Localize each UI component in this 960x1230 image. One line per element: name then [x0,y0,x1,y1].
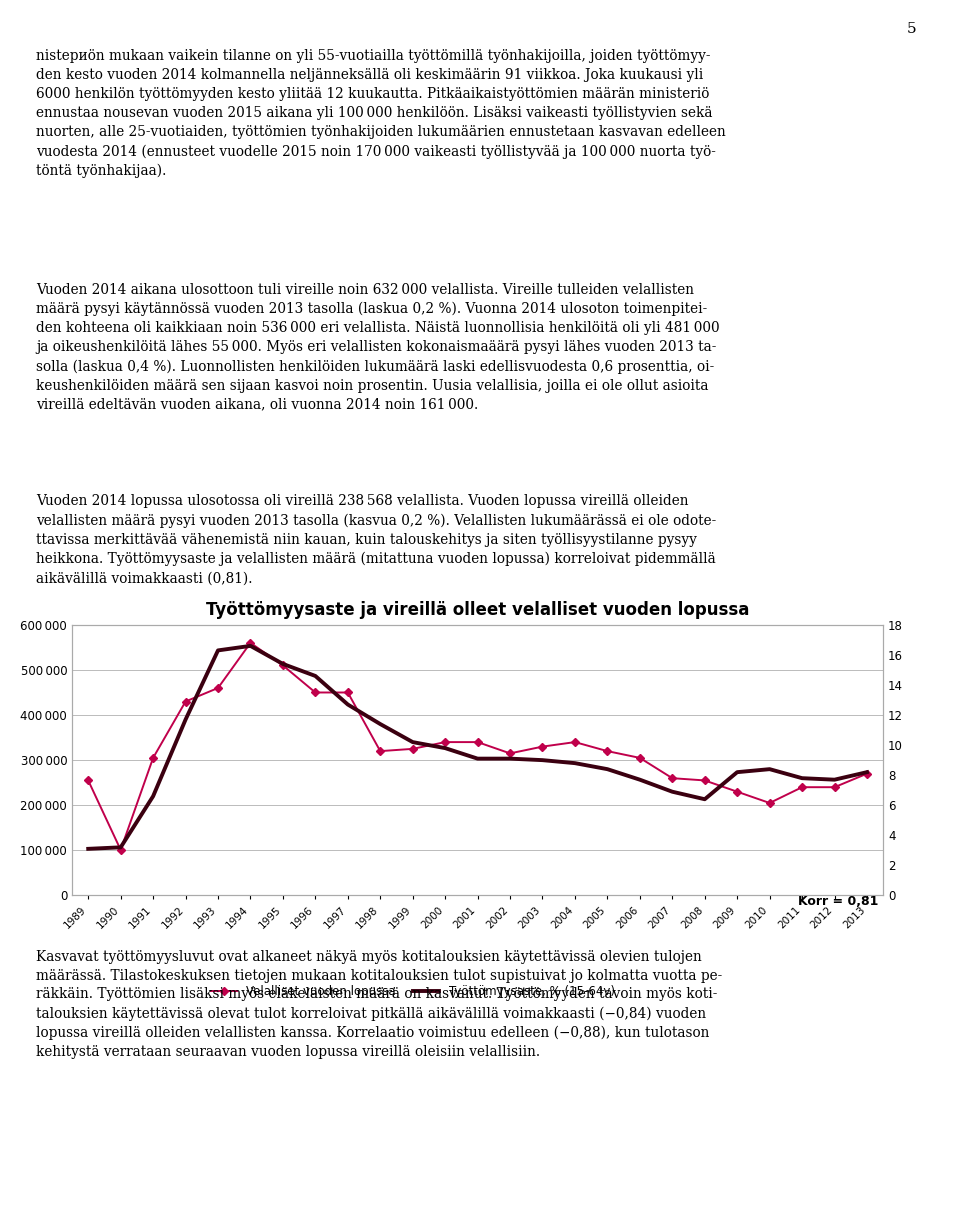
Text: 5: 5 [907,22,917,36]
Text: Vuoden 2014 aikana ulosottoon tuli vireille noin 632 000 velallista. Vireille tu: Vuoden 2014 aikana ulosottoon tuli virei… [36,283,720,412]
Legend: Velalliset vuoden lopussa, Työttömyysaste, % (15-64v): Velalliset vuoden lopussa, Työttömyysast… [205,980,619,1004]
Text: Vuoden 2014 lopussa ulosotossa oli vireillä 238 568 velallista. Vuoden lopussa v: Vuoden 2014 lopussa ulosotossa oli virei… [36,494,717,585]
Text: Korr = 0,81: Korr = 0,81 [798,895,878,909]
Text: Kasvavat työttömyysluvut ovat alkaneet näkyä myös kotitalouksien käytettävissä o: Kasvavat työttömyysluvut ovat alkaneet n… [36,950,723,1059]
Title: Työttömyysaste ja vireillä olleet velalliset vuoden lopussa: Työttömyysaste ja vireillä olleet velall… [205,601,750,619]
Text: nistериön mukaan vaikein tilanne on yli 55-vuotiailla työttömillä työnhakijoilla: nistериön mukaan vaikein tilanne on yli … [36,49,726,178]
